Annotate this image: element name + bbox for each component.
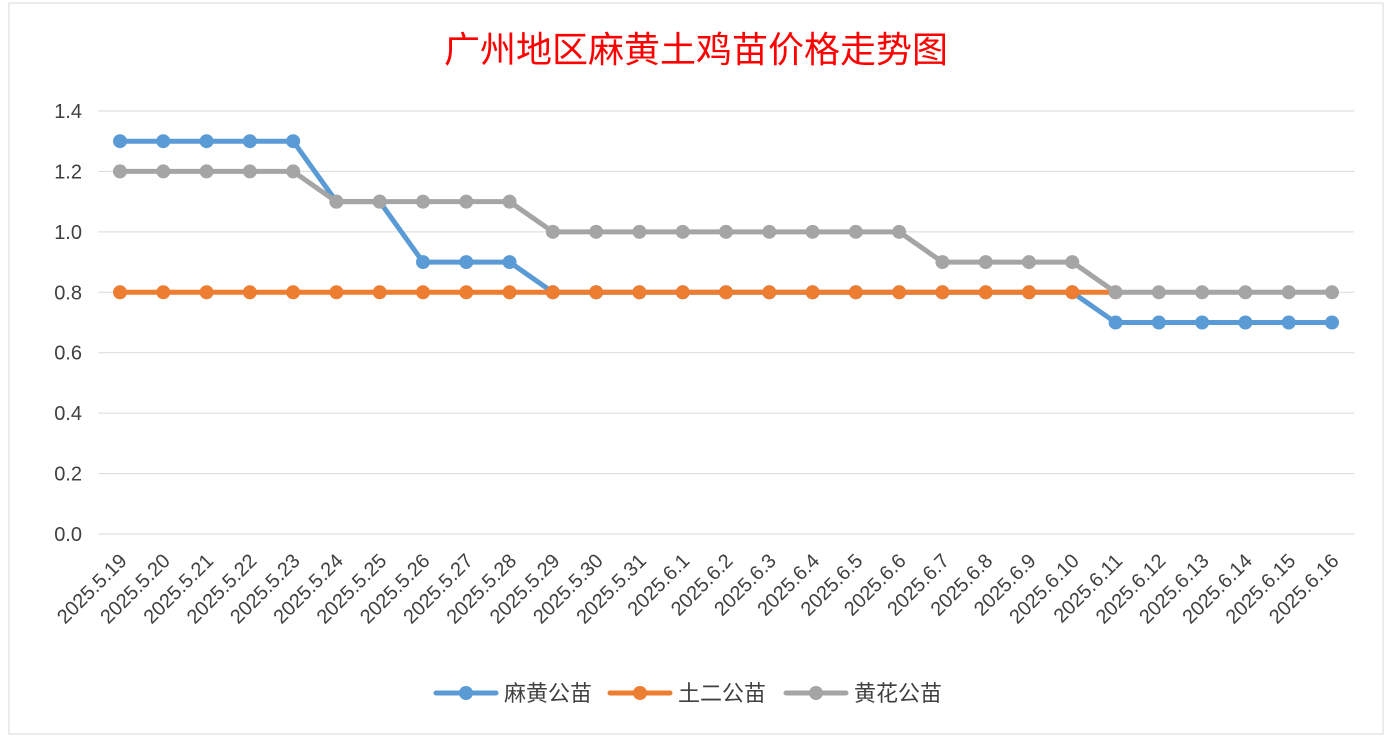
data-point [1065, 285, 1080, 300]
data-point [805, 224, 820, 239]
legend-item: 麻黄公苗 [433, 682, 592, 707]
data-point [156, 134, 171, 149]
data-point [1151, 315, 1166, 330]
data-point [1195, 285, 1210, 300]
data-point [113, 285, 127, 300]
data-point [372, 194, 387, 209]
data-point [242, 285, 257, 300]
data-point [286, 164, 301, 179]
data-point [675, 285, 690, 300]
chart-title: 广州地区麻黄土鸡苗价格走势图 [444, 30, 948, 71]
data-point [113, 164, 127, 179]
data-point [1108, 285, 1123, 300]
data-point [978, 285, 993, 300]
data-point [1022, 255, 1036, 270]
legend: 麻黄公苗 土二公苗 黄花公苗 [433, 682, 942, 707]
legend-swatch-marker [633, 686, 647, 700]
legend-label: 麻黄公苗 [504, 682, 592, 707]
data-point [459, 194, 474, 209]
data-point [286, 285, 301, 300]
y-tick-label: 0.2 [54, 464, 82, 486]
data-point [372, 285, 387, 300]
data-point [1238, 315, 1253, 330]
data-point [935, 255, 950, 270]
data-point [589, 285, 604, 300]
data-point [632, 285, 647, 300]
y-tick-label: 0.8 [54, 282, 82, 304]
data-point [1238, 285, 1253, 300]
y-tick-label: 0.0 [54, 524, 82, 546]
data-point [762, 285, 777, 300]
data-point [1281, 315, 1296, 330]
data-point [113, 134, 127, 149]
legend-label: 土二公苗 [678, 682, 766, 707]
data-point [1195, 315, 1210, 330]
data-point [242, 134, 257, 149]
data-point [719, 224, 733, 239]
data-point [199, 285, 214, 300]
data-point [502, 255, 517, 270]
series-lines [113, 134, 1339, 330]
data-point [329, 194, 344, 209]
data-point [589, 224, 604, 239]
data-point [1108, 315, 1123, 330]
data-point [805, 285, 820, 300]
data-point [416, 255, 430, 270]
data-point [675, 224, 690, 239]
chart-border [8, 2, 1384, 735]
data-point [199, 164, 214, 179]
data-point [892, 224, 907, 239]
y-tick-label: 0.4 [54, 403, 82, 425]
y-tick-label: 1.2 [54, 161, 82, 183]
data-point [286, 134, 301, 149]
data-point [978, 255, 993, 270]
data-point [459, 255, 474, 270]
data-point [416, 194, 430, 209]
legend-swatch-marker [459, 686, 473, 700]
data-point [545, 224, 560, 239]
y-tick-label: 0.6 [54, 343, 82, 365]
data-point [156, 285, 171, 300]
data-point [1325, 315, 1339, 330]
data-point [459, 285, 474, 300]
data-point [329, 285, 344, 300]
legend-swatch-marker [809, 686, 823, 700]
data-point [502, 194, 517, 209]
y-tick-label: 1.4 [54, 101, 82, 123]
data-point [848, 285, 863, 300]
data-point [848, 224, 863, 239]
data-point [1022, 285, 1036, 300]
data-point [892, 285, 907, 300]
series-3 [113, 164, 1339, 300]
data-point [1325, 285, 1339, 300]
data-point [502, 285, 517, 300]
legend-item: 土二公苗 [607, 682, 766, 707]
data-point [632, 224, 647, 239]
y-tick-label: 1.0 [54, 222, 82, 244]
legend-label: 黄花公苗 [854, 682, 942, 707]
data-point [416, 285, 430, 300]
y-axis-tick-labels: 0.0 0.2 0.4 0.6 0.8 1.0 1.2 1.4 [54, 101, 82, 546]
data-point [1065, 255, 1080, 270]
data-point [1151, 285, 1166, 300]
data-point [719, 285, 733, 300]
legend-item: 黄花公苗 [783, 682, 942, 707]
data-point [1281, 285, 1296, 300]
data-point [242, 164, 257, 179]
data-point [199, 134, 214, 149]
data-point [156, 164, 171, 179]
data-point [935, 285, 950, 300]
data-point [545, 285, 560, 300]
data-point [762, 224, 777, 239]
